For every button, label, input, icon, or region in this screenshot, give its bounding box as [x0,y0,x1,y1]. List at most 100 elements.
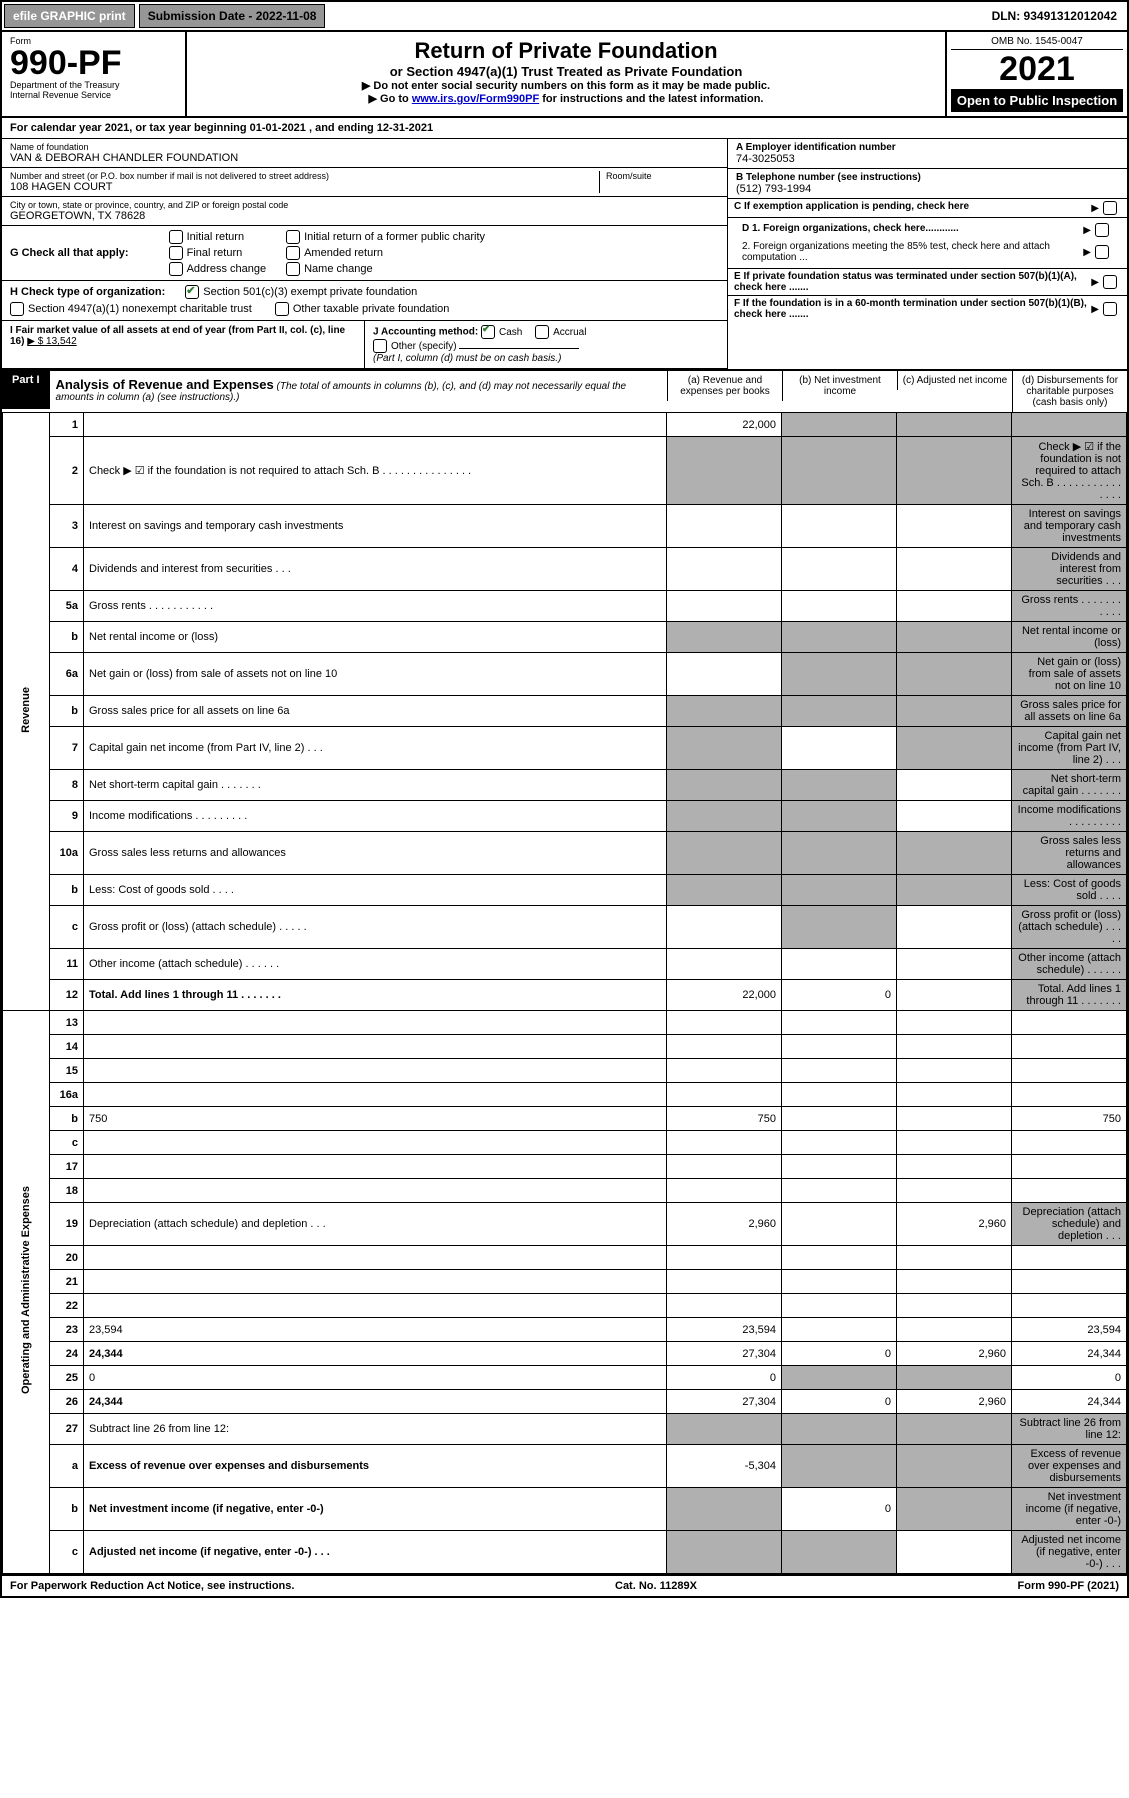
j-accrual[interactable]: Accrual [535,327,586,338]
part1-header-row: Part I Analysis of Revenue and Expenses … [2,370,1127,412]
line-number: 23 [50,1318,84,1342]
h-label: H Check type of organization: [10,286,165,298]
table-row: 12Total. Add lines 1 through 11 . . . . … [3,980,1127,1011]
cell-col-c [897,696,1012,727]
cell-col-c [897,1059,1012,1083]
table-row: 21 [3,1270,1127,1294]
line-description: Other income (attach schedule) . . . . .… [84,949,667,980]
col-d-header: (d) Disbursements for charitable purpose… [1012,371,1127,412]
cell-col-a: 23,594 [667,1318,782,1342]
table-row: 3Interest on savings and temporary cash … [3,505,1127,548]
j-cash[interactable]: Cash [481,327,522,338]
cell-col-c [897,1011,1012,1035]
cell-col-a [667,622,782,653]
g-opt-amended[interactable]: Amended return [286,246,485,260]
cell-col-a [667,437,782,505]
h-opt-501c3[interactable]: Section 501(c)(3) exempt private foundat… [185,285,417,299]
f-checkbox[interactable] [1103,302,1117,316]
line-description: Net rental income or (loss) [84,622,667,653]
cell-col-a [667,548,782,591]
d1-checkbox[interactable] [1095,223,1109,237]
cell-col-b [782,1131,897,1155]
i-value: ▶ $ 13,542 [27,336,76,347]
ein-label: A Employer identification number [736,142,1119,153]
cell-col-b [782,801,897,832]
line-number: 12 [50,980,84,1011]
line-description: 24,344 [84,1342,667,1366]
e-checkbox[interactable] [1103,275,1117,289]
j-note: (Part I, column (d) must be on cash basi… [373,353,561,364]
note-ssn: ▶ Do not enter social security numbers o… [193,79,939,92]
table-row: 8Net short-term capital gain . . . . . .… [3,770,1127,801]
cell-col-d: Net investment income (if negative, ente… [1012,1488,1127,1531]
calendar-year-line: For calendar year 2021, or tax year begi… [2,118,1127,139]
cell-col-d: Net gain or (loss) from sale of assets n… [1012,653,1127,696]
cell-col-d: Check ▶ ☑ if the foundation is not requi… [1012,437,1127,505]
line-description: Net investment income (if negative, ente… [84,1488,667,1531]
table-row: cAdjusted net income (if negative, enter… [3,1531,1127,1574]
f-label: F If the foundation is in a 60-month ter… [734,298,1091,320]
line-number: 5a [50,591,84,622]
line-number: 6a [50,653,84,696]
cell-col-c [897,1179,1012,1203]
cell-col-b [782,548,897,591]
g-opt-final[interactable]: Final return [169,246,267,260]
irs-link[interactable]: www.irs.gov/Form990PF [412,93,539,105]
table-row: 11Other income (attach schedule) . . . .… [3,949,1127,980]
cell-col-c [897,1246,1012,1270]
cell-col-c [897,832,1012,875]
cell-col-c [897,980,1012,1011]
line-description [84,1179,667,1203]
g-opt-initial[interactable]: Initial return [169,230,267,244]
form-subtitle: or Section 4947(a)(1) Trust Treated as P… [193,64,939,79]
line-description: Gross rents . . . . . . . . . . . [84,591,667,622]
cell-col-a [667,1059,782,1083]
line-number: 16a [50,1083,84,1107]
c-checkbox[interactable] [1103,201,1117,215]
cell-col-a: 22,000 [667,413,782,437]
g-opt-address[interactable]: Address change [169,262,267,276]
table-row: 18 [3,1179,1127,1203]
cell-col-d: Income modifications . . . . . . . . . [1012,801,1127,832]
table-row: 15 [3,1059,1127,1083]
h-opt-4947[interactable]: Section 4947(a)(1) nonexempt charitable … [10,303,252,315]
efile-button[interactable]: efile GRAPHIC print [4,4,135,28]
table-row: 2323,59423,59423,594 [3,1318,1127,1342]
cell-col-b [782,1294,897,1318]
j-other[interactable]: Other (specify) [373,341,457,352]
d2-checkbox[interactable] [1095,245,1109,259]
table-row: 19Depreciation (attach schedule) and dep… [3,1203,1127,1246]
cell-col-a [667,801,782,832]
g-opt-initial-former[interactable]: Initial return of a former public charit… [286,230,485,244]
cell-col-c [897,1155,1012,1179]
cell-col-d: Adjusted net income (if negative, enter … [1012,1531,1127,1574]
cell-col-a [667,770,782,801]
h-opt-other[interactable]: Other taxable private foundation [275,303,450,315]
table-row: 27Subtract line 26 from line 12:Subtract… [3,1414,1127,1445]
cell-col-a [667,1531,782,1574]
cell-col-a: 27,304 [667,1342,782,1366]
cell-col-d: 23,594 [1012,1318,1127,1342]
table-row: 2624,34427,30402,96024,344 [3,1390,1127,1414]
table-row: 4Dividends and interest from securities … [3,548,1127,591]
g-opt-name[interactable]: Name change [286,262,485,276]
line-description [84,1011,667,1035]
cell-col-c [897,1083,1012,1107]
cell-col-c [897,437,1012,505]
cell-col-b [782,1011,897,1035]
cell-col-d [1012,1035,1127,1059]
line-number: 2 [50,437,84,505]
cell-col-a: 2,960 [667,1203,782,1246]
table-row: c [3,1131,1127,1155]
cell-col-d [1012,1155,1127,1179]
city-cell: City or town, state or province, country… [2,197,727,226]
cell-col-a [667,1083,782,1107]
cell-col-a [667,1155,782,1179]
line-number: 8 [50,770,84,801]
col-a-header: (a) Revenue and expenses per books [667,371,782,401]
cell-col-b [782,1107,897,1131]
cell-col-a [667,1035,782,1059]
cell-col-b [782,413,897,437]
cell-col-d: Depreciation (attach schedule) and deple… [1012,1203,1127,1246]
line-description: Interest on savings and temporary cash i… [84,505,667,548]
